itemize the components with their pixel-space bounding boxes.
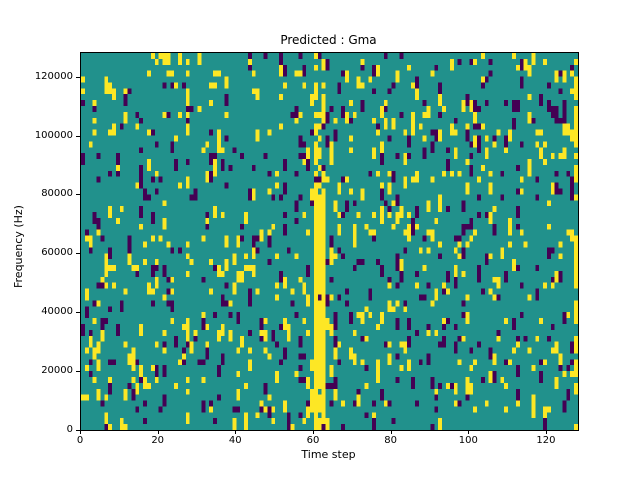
y-tick-mark xyxy=(76,312,80,314)
plot-area xyxy=(80,52,579,431)
x-tick-label: 100 xyxy=(458,435,478,446)
y-tick-mark xyxy=(76,135,80,137)
y-tick-label: 0 xyxy=(66,424,73,435)
x-axis-label: Time step xyxy=(301,448,356,461)
x-tick-label: 120 xyxy=(536,435,556,446)
y-tick-mark xyxy=(76,76,80,78)
x-tick-label: 60 xyxy=(306,435,320,446)
y-tick-mark xyxy=(76,430,80,431)
x-tick-mark xyxy=(390,430,392,434)
x-tick-mark xyxy=(157,430,159,434)
y-tick-label: 80000 xyxy=(41,188,73,200)
x-tick-mark xyxy=(545,430,547,434)
y-tick-label: 60000 xyxy=(41,247,73,259)
y-tick-label: 120000 xyxy=(34,70,73,82)
x-tick-mark xyxy=(80,430,81,434)
x-tick-label: 0 xyxy=(76,435,84,446)
heatmap-canvas xyxy=(81,53,578,430)
y-tick-mark xyxy=(76,253,80,255)
plot-title: Predicted : Gma xyxy=(280,33,377,47)
y-tick-label: 20000 xyxy=(41,365,73,377)
x-tick-label: 80 xyxy=(384,435,397,446)
y-tick-label: 100000 xyxy=(34,129,73,141)
x-tick-label: 20 xyxy=(151,435,165,446)
x-tick-mark xyxy=(313,430,314,434)
x-tick-mark xyxy=(468,430,470,434)
y-tick-label: 40000 xyxy=(41,306,73,318)
y-tick-mark xyxy=(76,371,80,373)
x-tick-mark xyxy=(235,430,237,434)
x-tick-label: 40 xyxy=(228,435,242,446)
y-tick-mark xyxy=(76,194,80,196)
